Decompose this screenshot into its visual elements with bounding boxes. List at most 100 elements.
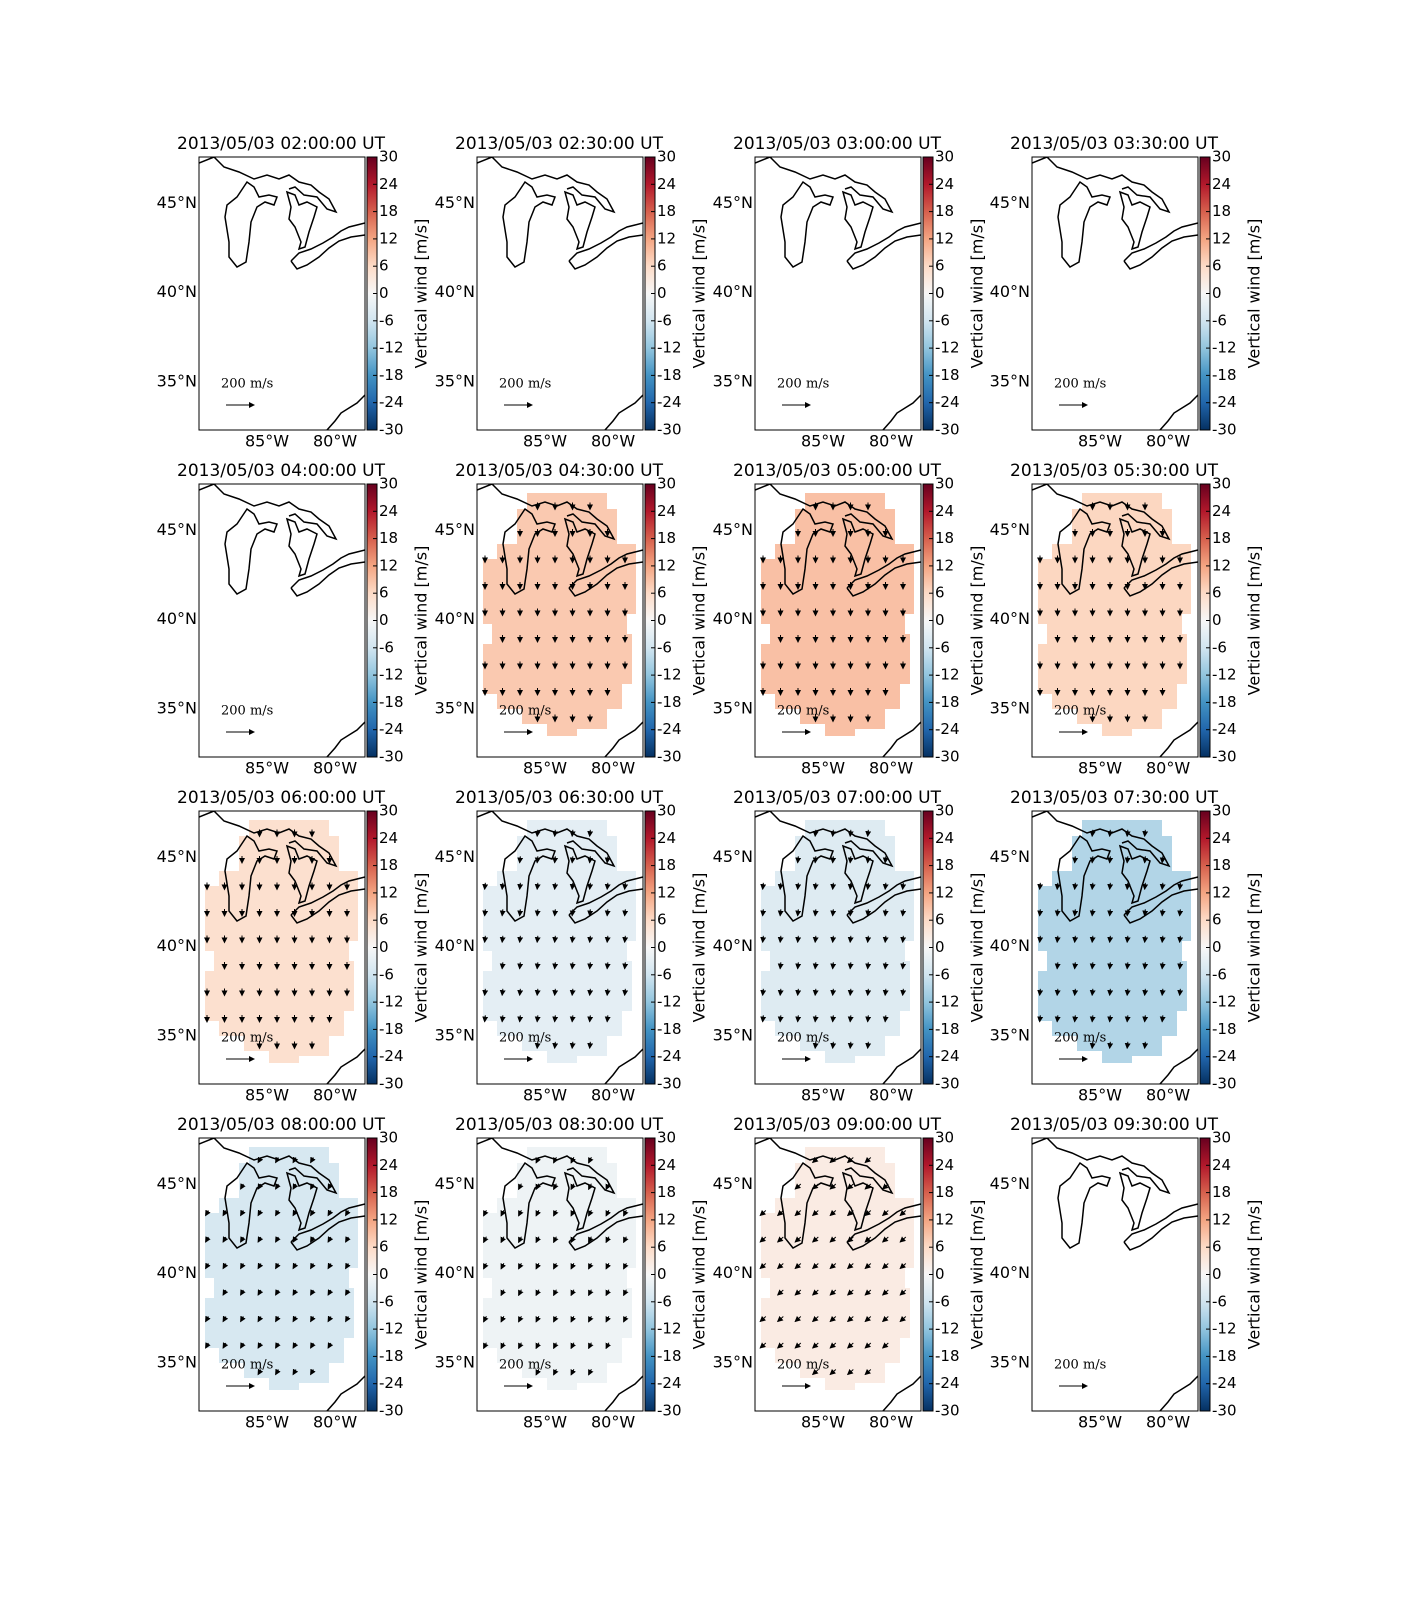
- vertical-wind-field: [761, 493, 914, 736]
- wind-arrow: [517, 882, 524, 891]
- coastline: [846, 549, 921, 597]
- wind-arrow: [517, 962, 524, 970]
- wind-arrow: [588, 1289, 594, 1297]
- map-frame: [754, 810, 922, 1085]
- map-frame: [1031, 156, 1199, 431]
- colorbar-tick-label: 0: [657, 611, 667, 629]
- wind-arrow: [795, 1015, 802, 1023]
- wind-arrow: [1037, 882, 1044, 891]
- lon-tick-label: 85°W: [245, 759, 289, 778]
- wind-arrow: [517, 856, 524, 864]
- wind-arrow: [759, 1209, 767, 1217]
- coastline: [563, 517, 596, 578]
- wind-arrow: [1037, 988, 1044, 997]
- map-area: [755, 811, 921, 1084]
- wind-arrow: [552, 856, 559, 864]
- wind-arrow: [1107, 935, 1114, 944]
- wind-arrow: [864, 1236, 872, 1243]
- lat-tick-label: 45°N: [713, 520, 753, 539]
- colorbar-tick-label: -12: [379, 1320, 404, 1338]
- panel-title: 2013/05/03 02:30:00 UT: [455, 134, 664, 154]
- wind-arrow: [483, 1342, 489, 1350]
- coastline: [604, 1375, 643, 1411]
- wind-arrow: [1072, 882, 1079, 891]
- lat-tick-label: 35°N: [435, 371, 475, 390]
- panel-title: 2013/05/03 06:00:00 UT: [177, 788, 386, 808]
- colorbar: 30 24 18 12 6 0 -6 -12 -18 -24 -30 Vertical wind [m…: [366, 148, 431, 439]
- map-panel: 2013/05/03 07:30:00 UT 200 m/s 45°N 40°N 35°…: [990, 788, 1264, 1105]
- wind-arrow: [500, 1315, 507, 1323]
- colorbar-tick-label: -18: [1212, 693, 1237, 711]
- wind-arrow: [570, 1262, 577, 1270]
- colorbar-tick-label: -12: [1212, 993, 1237, 1011]
- wind-arrow: [812, 988, 819, 997]
- map-panel: 2013/05/03 07:00:00 UT 200 m/s 45°N 40°N 35°…: [713, 788, 987, 1105]
- wind-arrow: [310, 1315, 316, 1323]
- wind-arrow: [812, 882, 819, 891]
- wind-arrow: [759, 1262, 767, 1270]
- wind-arrow: [534, 909, 541, 917]
- wind-arrow: [830, 909, 837, 917]
- wind-arrow: [222, 1209, 229, 1217]
- wind-arrow: [292, 1289, 299, 1296]
- wind-arrow: [847, 856, 854, 864]
- wind-arrow: [812, 829, 819, 838]
- wind-arrow: [1089, 962, 1096, 970]
- wind-arrow: [1142, 909, 1149, 917]
- colorbar-tick-label: -6: [657, 965, 672, 983]
- colorbar-tick-label: -24: [379, 1374, 404, 1392]
- map-panel: 2013/05/03 06:30:00 UT 200 m/s 45°N 40°N 35°…: [435, 788, 709, 1105]
- colorbar-tick-label: -30: [935, 1075, 960, 1093]
- colorbar-tick-label: -12: [379, 993, 404, 1011]
- colorbar-tick-label: 6: [935, 584, 945, 602]
- coastline: [841, 517, 874, 578]
- colorbar-tick-label: -12: [1212, 1320, 1237, 1338]
- wind-arrow: [517, 935, 524, 944]
- colorbar-tick-label: 24: [657, 1156, 676, 1174]
- wind-arrow: [1124, 829, 1131, 838]
- colorbar-tick-label: -30: [1212, 421, 1237, 439]
- wind-arrow: [483, 1262, 489, 1270]
- wind-arrow: [570, 1236, 577, 1244]
- wind-arrow: [499, 882, 506, 891]
- colorbar-tick-label: 6: [657, 257, 667, 275]
- wind-arrow: [345, 1262, 351, 1270]
- wind-arrow: [500, 1342, 507, 1350]
- colorbar-tick-label: 30: [1212, 802, 1231, 820]
- colorbar-tick-label: 18: [935, 529, 954, 547]
- wind-arrow: [1037, 909, 1044, 917]
- wind-arrow: [1124, 909, 1131, 917]
- wind-arrow: [292, 1368, 299, 1376]
- coastline: [780, 1161, 834, 1249]
- quiver-key-label: 200 m/s: [777, 377, 829, 392]
- colorbar-tick-label: 0: [657, 938, 667, 956]
- wind-arrow: [1159, 856, 1166, 864]
- wind-arrow: [345, 1236, 351, 1243]
- wind-arrow: [499, 909, 506, 917]
- wind-arrow: [534, 882, 541, 891]
- colorbar: 30 24 18 12 6 0 -6 -12 -18 -24 -30 Vertical wind [m…: [1199, 475, 1264, 766]
- wind-arrow: [899, 1262, 907, 1270]
- lon-tick-label: 80°W: [869, 1413, 913, 1432]
- colorbar-tick-label: 0: [935, 284, 945, 302]
- wind-arrow: [327, 1315, 334, 1323]
- wind-arrow: [605, 1183, 612, 1191]
- map-frame: [198, 1137, 366, 1412]
- coastline: [846, 222, 921, 270]
- lat-tick-label: 45°N: [713, 1174, 753, 1193]
- wind-arrow: [205, 1262, 211, 1270]
- coastline: [882, 394, 921, 430]
- colorbar-tick-label: 18: [379, 1183, 398, 1201]
- wind-arrow: [205, 1236, 211, 1243]
- colorbar-tick-label: -12: [657, 339, 682, 357]
- colorbar-tick-label: -6: [1212, 638, 1227, 656]
- coastline: [882, 1375, 921, 1411]
- lat-tick-label: 40°N: [157, 609, 197, 628]
- panel-title: 2013/05/03 06:30:00 UT: [455, 788, 664, 808]
- colorbar-tick-label: 30: [657, 802, 676, 820]
- quiver-key-label: 200 m/s: [221, 377, 273, 392]
- colorbar-tick-label: -30: [1212, 1402, 1237, 1420]
- wind-arrow: [345, 1209, 351, 1217]
- map-frame: [476, 483, 644, 758]
- colorbar-tick-label: 18: [657, 856, 676, 874]
